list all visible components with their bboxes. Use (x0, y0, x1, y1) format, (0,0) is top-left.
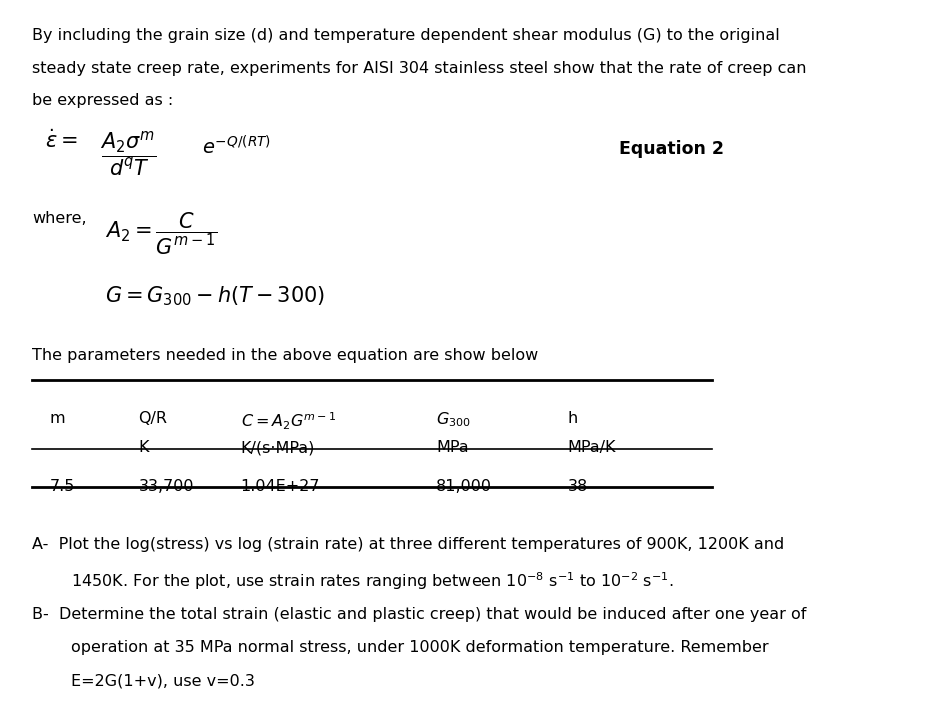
Text: MPa: MPa (436, 441, 468, 456)
Text: 33,700: 33,700 (138, 479, 194, 494)
Text: The parameters needed in the above equation are show below: The parameters needed in the above equat… (33, 348, 539, 363)
Text: h: h (568, 411, 578, 425)
Text: 81,000: 81,000 (436, 479, 492, 494)
Text: E=2G(1+v), use v=0.3: E=2G(1+v), use v=0.3 (71, 673, 254, 688)
Text: K/(s·MPa): K/(s·MPa) (240, 441, 315, 456)
Text: steady state creep rate, experiments for AISI 304 stainless steel show that the : steady state creep rate, experiments for… (33, 61, 807, 76)
Text: $\dfrac{A_2\sigma^m}{d^qT}$: $\dfrac{A_2\sigma^m}{d^qT}$ (100, 129, 157, 178)
Text: $e^{-Q/(RT)}$: $e^{-Q/(RT)}$ (202, 135, 271, 158)
Text: be expressed as :: be expressed as : (33, 93, 174, 108)
Text: By including the grain size (d) and temperature dependent shear modulus (G) to t: By including the grain size (d) and temp… (33, 28, 780, 43)
Text: where,: where, (33, 211, 87, 226)
Text: B-  Determine the total strain (elastic and plastic creep) that would be induced: B- Determine the total strain (elastic a… (33, 606, 807, 622)
Text: 1450K. For the plot, use strain rates ranging between $10^{-8}$ s$^{-1}$ to $10^: 1450K. For the plot, use strain rates ra… (71, 570, 673, 591)
Text: 38: 38 (568, 479, 588, 494)
Text: $G_{300}$: $G_{300}$ (436, 411, 471, 430)
Text: 1.04E+27: 1.04E+27 (240, 479, 320, 494)
Text: m: m (50, 411, 65, 425)
Text: 7.5: 7.5 (50, 479, 75, 494)
Text: A-  Plot the log(stress) vs log (strain rate) at three different temperatures of: A- Plot the log(stress) vs log (strain r… (33, 536, 784, 552)
Text: Q/R: Q/R (138, 411, 167, 425)
Text: $\dot{\varepsilon} =$: $\dot{\varepsilon} =$ (45, 129, 78, 152)
Text: $C = A_2G^{m-1}$: $C = A_2G^{m-1}$ (240, 411, 336, 432)
Text: Equation 2: Equation 2 (619, 140, 724, 158)
Text: K: K (138, 441, 149, 456)
Text: $G = G_{300} - h(T-300)$: $G = G_{300} - h(T-300)$ (105, 285, 324, 309)
Text: MPa/K: MPa/K (568, 441, 616, 456)
Text: operation at 35 MPa normal stress, under 1000K deformation temperature. Remember: operation at 35 MPa normal stress, under… (71, 640, 769, 655)
Text: $A_2 = \dfrac{C}{G^{m-1}}$: $A_2 = \dfrac{C}{G^{m-1}}$ (105, 211, 217, 257)
